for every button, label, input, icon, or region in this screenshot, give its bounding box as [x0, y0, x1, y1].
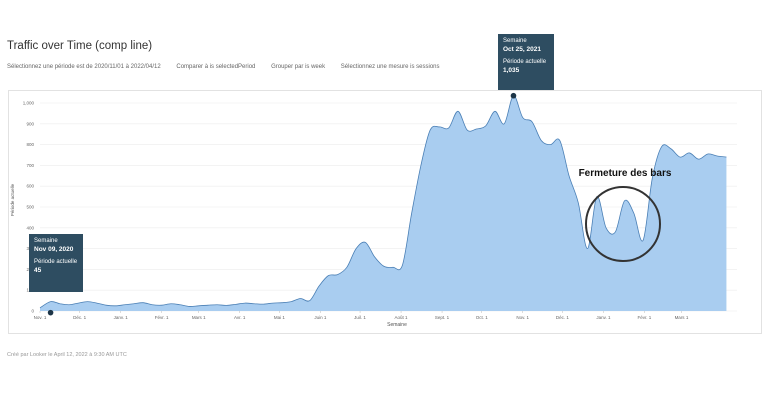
filter-period-text: Sélectionnez une période est de 2020/11/…	[7, 64, 161, 70]
closure-circle-annotation	[585, 186, 661, 262]
peak-tooltip-week-value: Oct 25, 2021	[503, 46, 541, 53]
closure-annotation-text: Fermeture des bars	[579, 168, 672, 179]
x-tick-label: Mai 1	[274, 315, 286, 320]
y-tick-label: 600	[26, 184, 34, 189]
line-series	[39, 95, 727, 309]
peak-tooltip-period-value: 1,035	[503, 67, 520, 74]
x-tick-label: Mars 1	[675, 315, 689, 320]
filter-description: Sélectionnez une période est de 2020/11/…	[7, 64, 454, 70]
x-tick-label: Déc. 1	[73, 315, 87, 320]
start-point-marker[interactable]	[47, 309, 54, 316]
start-tooltip-period-value: 45	[34, 267, 42, 274]
x-tick-label: Mars 1	[192, 315, 206, 320]
x-tick-label: Févr. 1	[155, 315, 169, 320]
filter-compare-text: Comparer à is selectedPeriod	[176, 64, 256, 70]
peak-tooltip: Semaine Oct 25, 2021 Période actuelle 1,…	[498, 34, 554, 90]
y-tick-label: 400	[26, 225, 34, 230]
footer-text: Créé par Looker le April 12, 2022 à 9:30…	[7, 352, 127, 358]
x-axis-ticks: Nov. 1 Déc. 1 Janv. 1 Févr. 1 Mars 1 Avr. 1 Ma…	[34, 311, 689, 320]
x-tick-label: Nov. 1	[34, 315, 47, 320]
x-tick-label: Avr. 1	[234, 315, 246, 320]
peak-tooltip-label-week: Semaine	[503, 38, 527, 44]
y-tick-label: 700	[26, 163, 34, 168]
x-tick-label: Févr. 1	[638, 315, 652, 320]
filter-group-text: Grouper par is week	[271, 64, 326, 70]
peak-point-marker[interactable]	[510, 92, 517, 99]
chart-title: Traffic over Time (comp line)	[7, 40, 153, 52]
start-tooltip: Semaine Nov 09, 2020 Période actuelle 45	[29, 234, 83, 292]
x-axis-label: Semaine	[387, 322, 407, 328]
x-tick-label: Juin 1	[314, 315, 327, 320]
filter-measure-text: Sélectionnez une mesure is sessions	[340, 64, 440, 70]
start-tooltip-week-value: Nov 09, 2020	[34, 246, 74, 253]
y-tick-label: 800	[26, 142, 34, 147]
peak-tooltip-label-period: Période actuelle	[503, 59, 547, 65]
x-tick-label: Nov. 1	[516, 315, 529, 320]
x-tick-label: Janv. 1	[596, 315, 611, 320]
y-tick-label: 0	[31, 309, 34, 314]
x-tick-label: Juil. 1	[354, 315, 366, 320]
x-tick-label: Oct. 1	[476, 315, 489, 320]
y-axis-label: Période actuelle	[10, 183, 15, 216]
area-series[interactable]	[40, 95, 727, 311]
x-tick-label: Janv. 1	[114, 315, 129, 320]
x-tick-label: Déc. 1	[556, 315, 570, 320]
y-tick-label: 900	[26, 121, 34, 126]
start-tooltip-label-period: Période actuelle	[34, 259, 78, 265]
y-tick-label: 1,000	[23, 101, 35, 106]
y-tick-label: 500	[26, 205, 34, 210]
x-tick-label: Sept. 1	[435, 315, 450, 320]
start-tooltip-label-week: Semaine	[34, 238, 58, 244]
x-tick-label: Août 1	[395, 315, 409, 320]
